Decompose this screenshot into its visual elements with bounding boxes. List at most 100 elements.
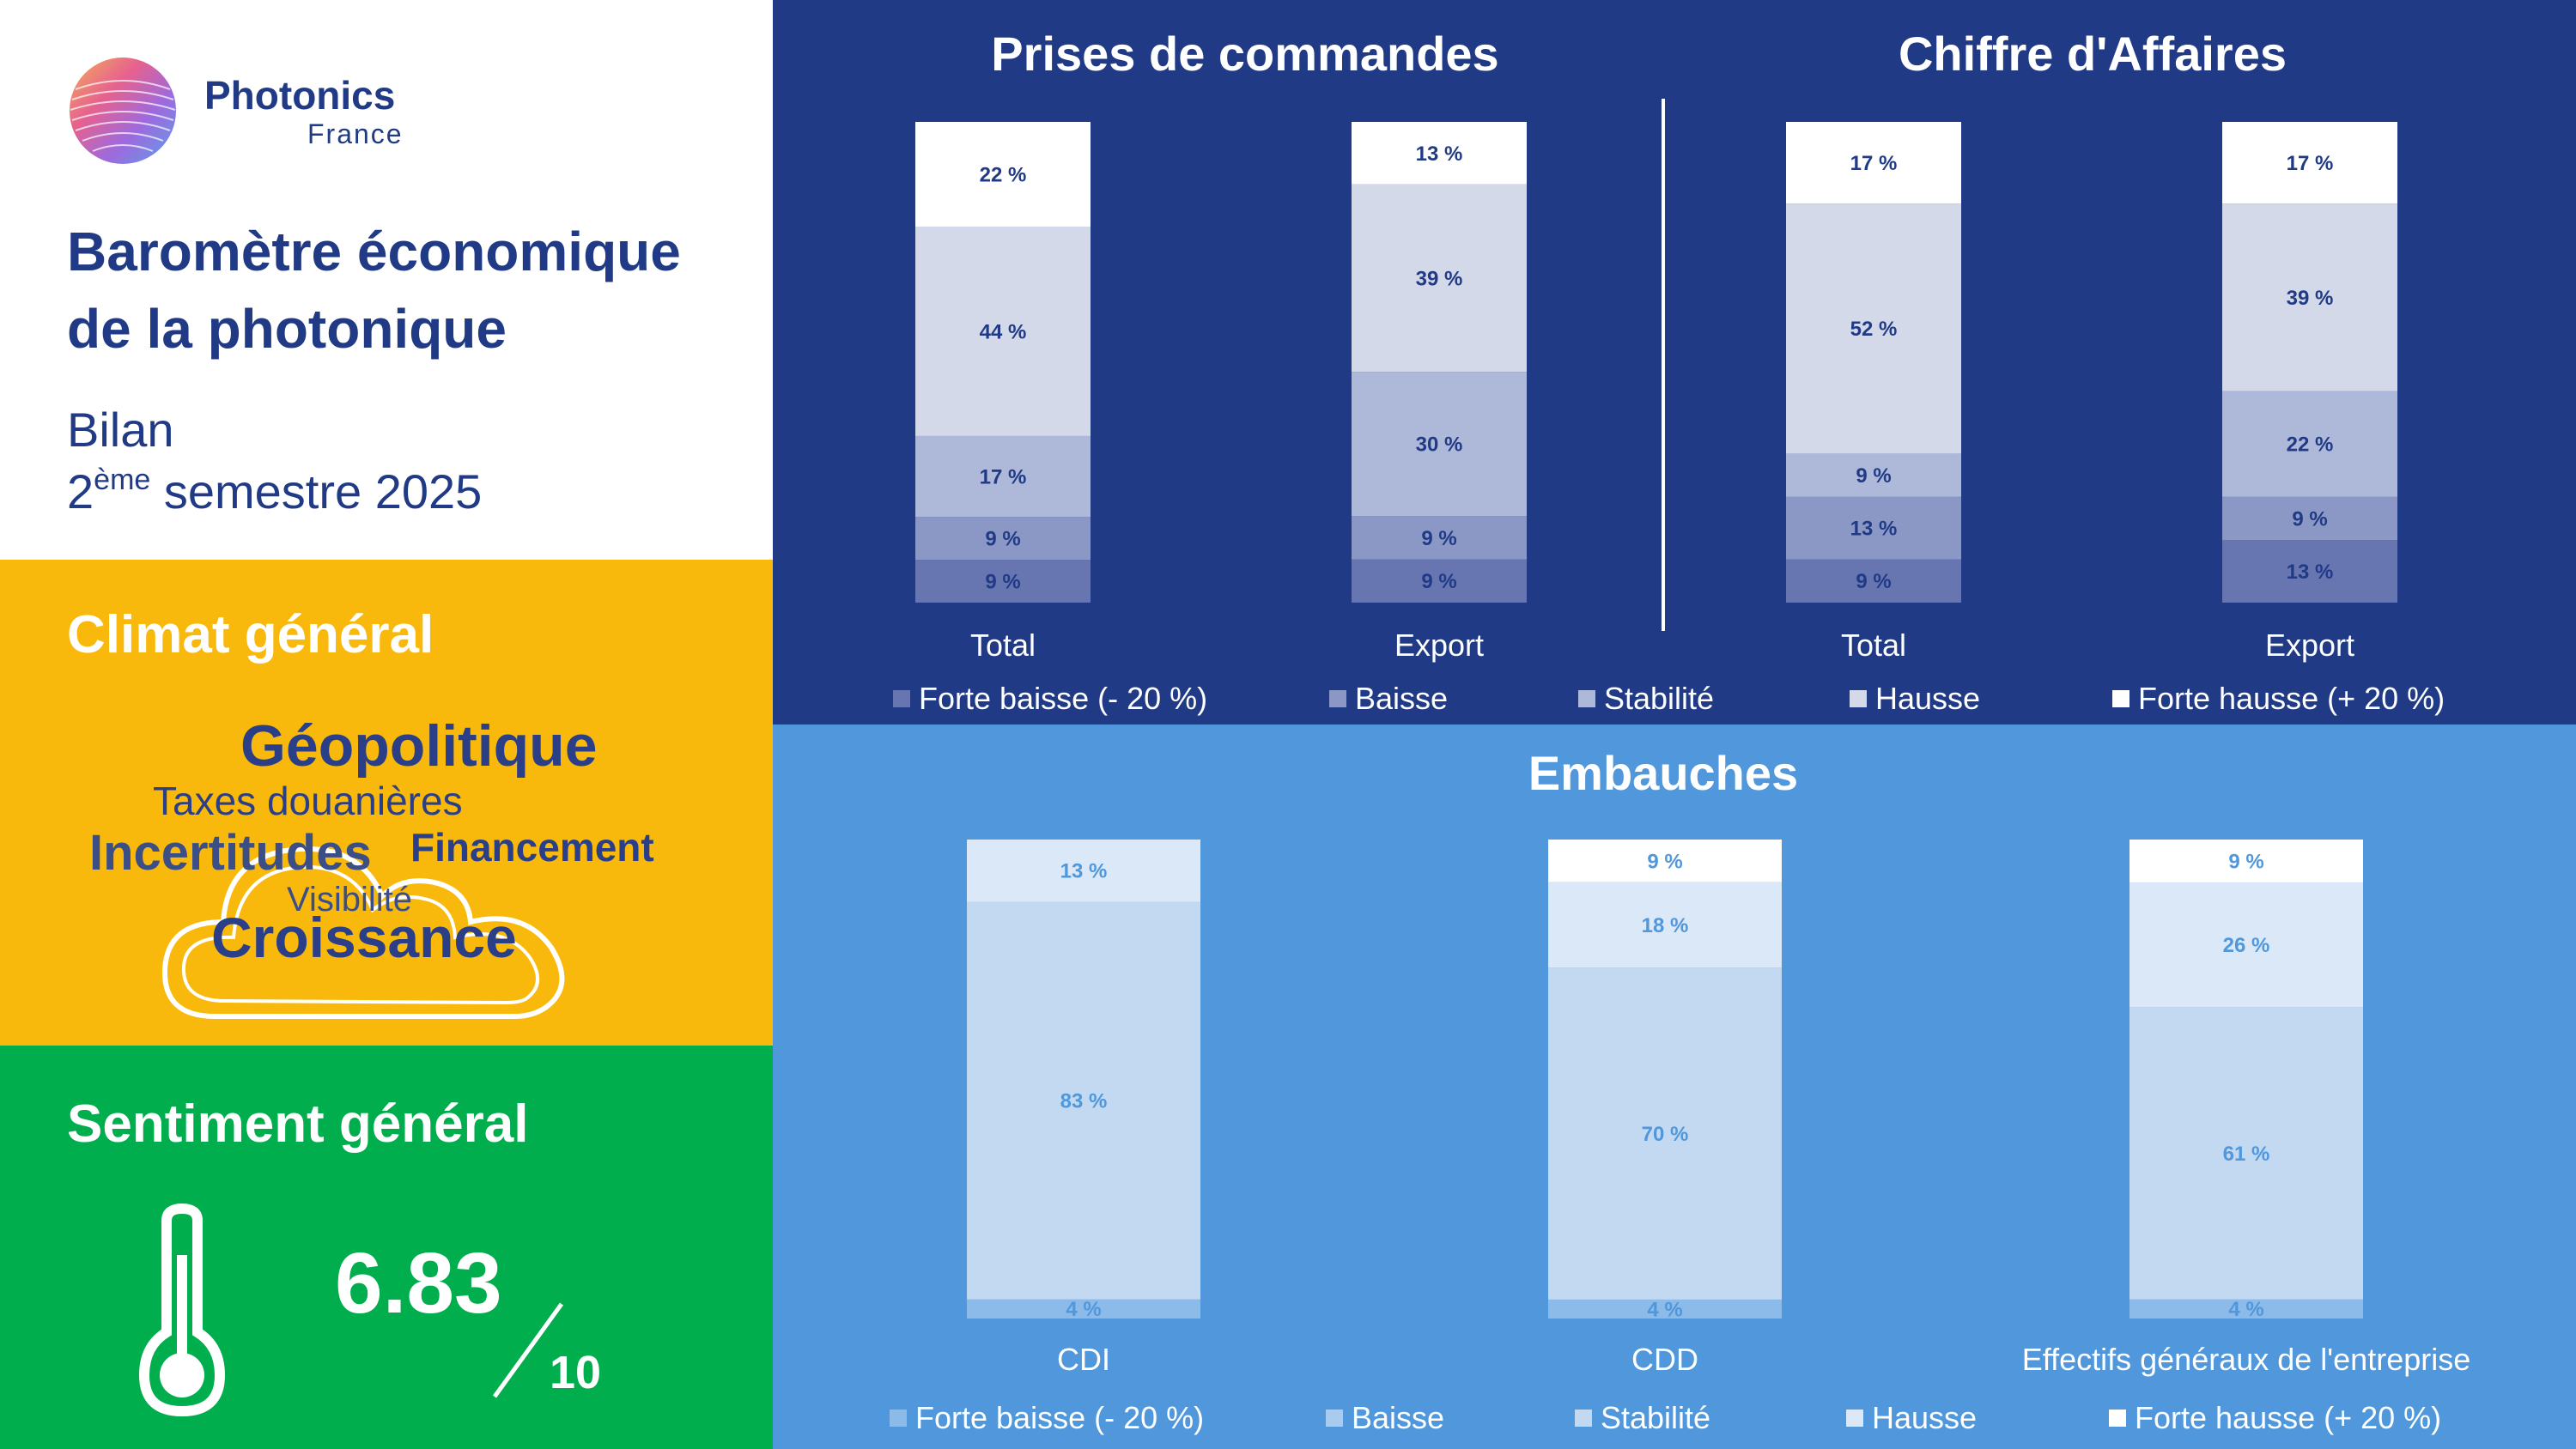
chart-title-ca: Chiffre d'Affaires bbox=[1899, 27, 2287, 81]
bottom-bars: 4 % 83 % 13 % CDI 4 % 70 % 18 % 9 % CDD 4 % 61 % 26… bbox=[967, 840, 2470, 1377]
data-label-export-3: 39 % bbox=[2287, 287, 2334, 310]
bar-segment-export-3 bbox=[1352, 184, 1527, 373]
bottom-chart-panel: Embauches 4 % 83 % 13 % CDI 4 % 70 % 18 % 9 % CD… bbox=[773, 724, 2576, 1449]
photonics-logo-icon bbox=[70, 58, 176, 164]
data-label-cdi-0: 4 % bbox=[1066, 1298, 1101, 1321]
bar-segment-total-4 bbox=[915, 122, 1091, 227]
bar-segment-export-4 bbox=[2222, 122, 2397, 204]
top-legend-swatch-3 bbox=[1850, 690, 1867, 707]
top-charts-panel: Prises de commandes Chiffre d'Affaires 9… bbox=[773, 0, 2576, 724]
data-label-total-1: 13 % bbox=[1850, 518, 1898, 541]
bar-segment-total-0 bbox=[1786, 559, 1961, 603]
bottom-chart-svg: Embauches 4 % 83 % 13 % CDI 4 % 70 % 18 % 9 % CD… bbox=[890, 746, 2470, 1435]
bar-segment-total-4 bbox=[1786, 122, 1961, 204]
data-label-total-1: 9 % bbox=[985, 528, 1020, 551]
bottom-legend-label-0: Forte baisse (- 20 %) bbox=[915, 1400, 1204, 1435]
bar-segment-export-0 bbox=[1352, 559, 1527, 603]
bar-segment-total-0 bbox=[915, 560, 1091, 603]
climat-panel: Climat général Géopolitique Taxes douani… bbox=[0, 560, 773, 1046]
logo-subtitle: France bbox=[307, 118, 404, 149]
data-label-total-4: 22 % bbox=[980, 163, 1027, 186]
data-label-effectifs-g-n-raux-de-l-entreprise-2: 61 % bbox=[2223, 1143, 2270, 1166]
bottom-legend-label-4: Forte hausse (+ 20 %) bbox=[2135, 1400, 2441, 1435]
top-legend-swatch-2 bbox=[1578, 690, 1595, 707]
word-croissance: Croissance bbox=[211, 906, 517, 969]
data-label-export-0: 9 % bbox=[1421, 570, 1456, 593]
data-label-export-3: 39 % bbox=[1416, 267, 1463, 290]
bottom-legend-label-3: Hausse bbox=[1872, 1400, 1977, 1435]
data-label-cdi-3: 13 % bbox=[1060, 860, 1108, 883]
data-label-effectifs-g-n-raux-de-l-entreprise-3: 26 % bbox=[2223, 934, 2270, 957]
bar-segment-cdd-3 bbox=[1548, 882, 1782, 968]
top-legend-label-3: Hausse bbox=[1875, 681, 1980, 716]
period-ordinal-suffix: ème bbox=[94, 464, 151, 496]
sentiment-score: 6.83 bbox=[335, 1235, 502, 1331]
slash-divider bbox=[492, 1302, 564, 1398]
data-label-effectifs-g-n-raux-de-l-entreprise-0: 4 % bbox=[2228, 1298, 2263, 1321]
data-label-export-2: 30 % bbox=[1416, 433, 1463, 457]
bottom-legend-label-1: Baisse bbox=[1352, 1400, 1444, 1435]
bar-segment-cdd-2 bbox=[1548, 967, 1782, 1300]
sentiment-scale: 10 bbox=[550, 1347, 602, 1398]
bar-segment-total-3 bbox=[915, 226, 1091, 436]
bar-segment-total-1 bbox=[915, 517, 1091, 561]
bottom-legend-swatch-1 bbox=[1326, 1410, 1343, 1427]
bottom-legend-swatch-4 bbox=[2109, 1410, 2126, 1427]
bar-segment-export-4 bbox=[1352, 122, 1527, 185]
top-legend-swatch-0 bbox=[893, 690, 910, 707]
bottom-legend-swatch-3 bbox=[1846, 1410, 1863, 1427]
data-label-cdi-2: 83 % bbox=[1060, 1090, 1108, 1113]
data-label-cdd-3: 18 % bbox=[1642, 914, 1689, 937]
word-geopolitique: Géopolitique bbox=[240, 713, 598, 779]
chart-title-prises: Prises de commandes bbox=[991, 27, 1498, 81]
data-label-total-0: 9 % bbox=[985, 570, 1020, 593]
data-label-export-1: 9 % bbox=[1421, 527, 1456, 550]
report-period: 2ème semestre 2025 bbox=[67, 464, 482, 519]
category-label-emb-1: CDD bbox=[1631, 1342, 1698, 1377]
data-label-total-4: 17 % bbox=[1850, 152, 1898, 175]
bar-segment-effectifs-g-n-raux-de-l-entreprise-4 bbox=[2129, 840, 2363, 883]
brand-panel: Photonics France Baromètre économique de… bbox=[0, 0, 773, 560]
bar-segment-cdd-4 bbox=[1548, 840, 1782, 882]
data-label-cdd-2: 70 % bbox=[1642, 1123, 1689, 1146]
report-type: Bilan bbox=[67, 403, 174, 457]
data-label-total-2: 9 % bbox=[1856, 464, 1891, 488]
word-financement: Financement bbox=[410, 825, 654, 870]
sentiment-title: Sentiment général bbox=[67, 1094, 529, 1154]
bar-segment-total-2 bbox=[1786, 453, 1961, 497]
chart-title-embauches: Embauches bbox=[1528, 746, 1798, 800]
bottom-legend-swatch-0 bbox=[890, 1410, 907, 1427]
data-label-export-0: 13 % bbox=[2287, 561, 2334, 584]
period-ordinal: 2 bbox=[67, 464, 94, 518]
sentiment-panel: Sentiment général 6.83 10 bbox=[0, 1046, 773, 1449]
bar-segment-cdi-2 bbox=[967, 901, 1200, 1300]
bar-segment-effectifs-g-n-raux-de-l-entreprise-2 bbox=[2129, 1007, 2363, 1300]
logo-title: Photonics bbox=[204, 73, 396, 118]
title-line-2: de la photonique bbox=[67, 298, 507, 360]
bar-segment-cdd-0 bbox=[1548, 1299, 1782, 1319]
bottom-legend-label-2: Stabilité bbox=[1601, 1400, 1710, 1435]
data-label-total-3: 52 % bbox=[1850, 318, 1898, 341]
word-visibilite: Visibilité bbox=[287, 881, 412, 919]
title-line-1: Baromètre économique bbox=[67, 221, 681, 282]
bottom-legend-swatch-2 bbox=[1575, 1410, 1592, 1427]
top-charts-svg: Prises de commandes Chiffre d'Affaires 9… bbox=[893, 27, 2445, 716]
bar-segment-export-3 bbox=[2222, 203, 2397, 391]
top-legend-swatch-4 bbox=[2112, 690, 2129, 707]
data-label-export-4: 17 % bbox=[2287, 152, 2334, 175]
word-taxes-douanieres: Taxes douanières bbox=[153, 779, 463, 823]
data-label-cdd-4: 9 % bbox=[1647, 850, 1682, 873]
data-label-total-2: 17 % bbox=[980, 465, 1027, 488]
word-incertitudes: Incertitudes bbox=[89, 825, 372, 881]
bar-segment-cdi-0 bbox=[967, 1299, 1200, 1319]
bottom-legend: Forte baisse (- 20 %) Baisse Stabilité Haus… bbox=[890, 1400, 2441, 1435]
category-label-0-1: Export bbox=[1394, 627, 1484, 663]
bar-segment-export-2 bbox=[2222, 391, 2397, 497]
data-label-export-4: 13 % bbox=[1416, 142, 1463, 166]
period-text: semestre 2025 bbox=[150, 464, 483, 518]
bar-segment-effectifs-g-n-raux-de-l-entreprise-0 bbox=[2129, 1299, 2363, 1319]
bar-segment-cdi-3 bbox=[967, 840, 1200, 902]
top-bars: 9 % 9 % 17 % 44 % 22 % Total 9 % 9 % 30 % 39 % 13 … bbox=[915, 122, 2397, 663]
top-legend-label-0: Forte baisse (- 20 %) bbox=[919, 681, 1207, 716]
category-label-emb-2: Effectifs généraux de l'entreprise bbox=[2022, 1342, 2471, 1377]
